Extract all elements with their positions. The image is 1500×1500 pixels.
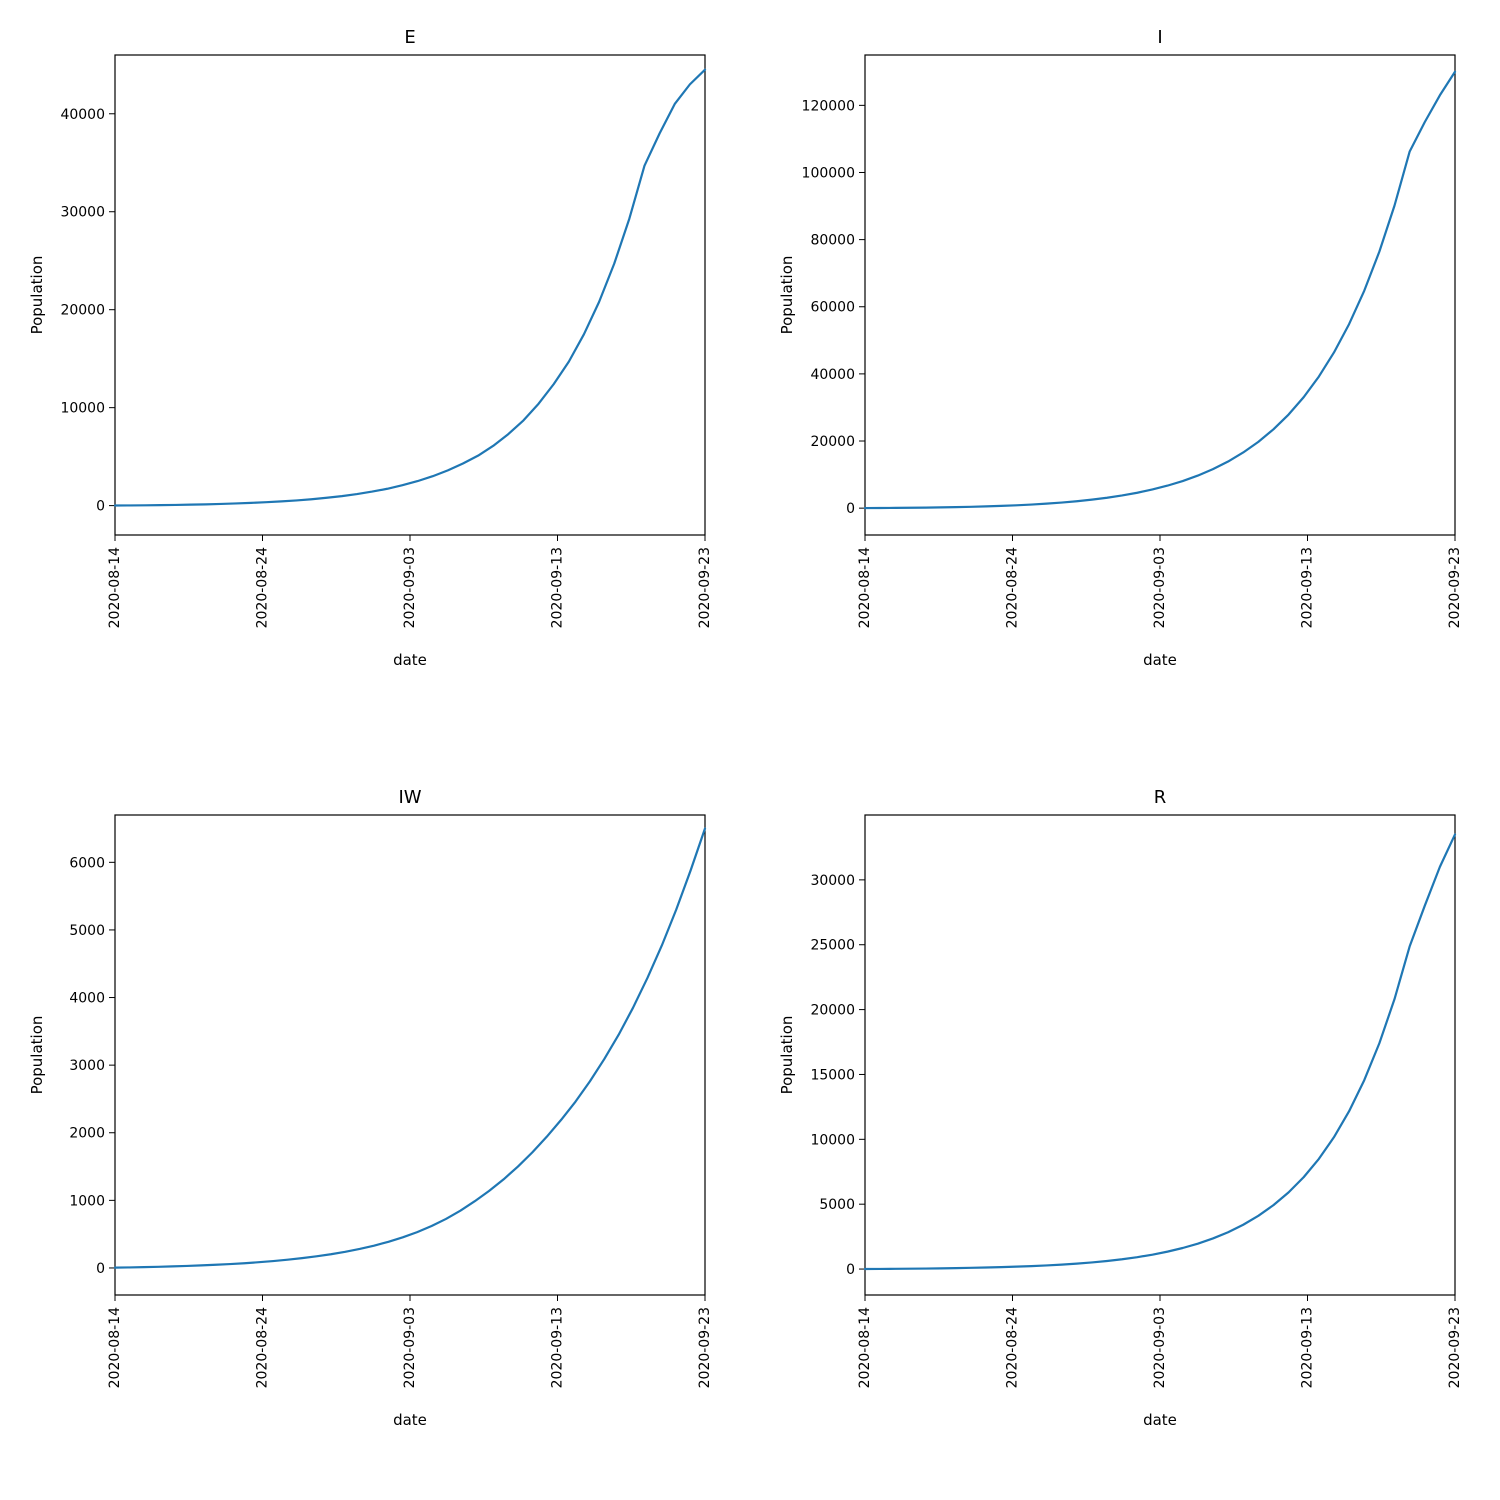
- y-tick-label: 0: [846, 501, 855, 517]
- panel: I 0 20000 40000 60000 80000 100000 120000 Popula…: [770, 20, 1480, 720]
- y-tick-label: 6000: [69, 855, 105, 871]
- x-tick-label: 2020-08-14: [107, 547, 123, 628]
- panel: R 0 5000 10000 15000 20000 25000 30000 Populatio…: [770, 780, 1480, 1480]
- y-tick-label: 20000: [810, 434, 855, 450]
- x-tick-label: 2020-09-03: [402, 547, 418, 628]
- y-tick-label: 80000: [810, 233, 855, 249]
- data-line: [865, 72, 1455, 508]
- y-tick-label: 30000: [60, 205, 105, 221]
- y-axis-label: Population: [778, 256, 796, 335]
- y-tick-label: 20000: [60, 303, 105, 319]
- x-tick-label: 2020-09-23: [1447, 1307, 1463, 1388]
- x-tick-label: 2020-09-03: [1152, 1307, 1168, 1388]
- y-tick-label: 0: [846, 1262, 855, 1278]
- data-line: [865, 834, 1455, 1269]
- plot-border: [865, 815, 1455, 1295]
- panel: IW 0 1000 2000 3000 4000 5000 6000 Population 202…: [20, 780, 730, 1480]
- chart-title: E: [404, 27, 415, 48]
- y-tick-label: 5000: [819, 1197, 855, 1213]
- x-axis-label: date: [1143, 1411, 1177, 1429]
- x-tick-label: 2020-09-23: [1447, 547, 1463, 628]
- chart-panel: E 0 10000 20000 30000 40000 Population 2020-08-…: [20, 20, 720, 710]
- y-tick-label: 40000: [810, 367, 855, 383]
- x-tick-label: 2020-09-13: [1300, 547, 1316, 628]
- x-tick-label: 2020-09-03: [1152, 547, 1168, 628]
- plot-border: [115, 815, 705, 1295]
- x-tick-label: 2020-09-23: [697, 1307, 713, 1388]
- y-tick-label: 0: [96, 1261, 105, 1277]
- x-axis-label: date: [393, 651, 427, 669]
- y-tick-label: 0: [96, 499, 105, 515]
- x-tick-label: 2020-08-24: [1005, 1307, 1021, 1388]
- x-tick-label: 2020-08-14: [107, 1307, 123, 1388]
- data-line: [115, 70, 705, 506]
- y-tick-label: 25000: [810, 938, 855, 954]
- plot-border: [115, 55, 705, 535]
- chart-panel: R 0 5000 10000 15000 20000 25000 30000 Populatio…: [770, 780, 1470, 1470]
- y-tick-label: 10000: [810, 1132, 855, 1148]
- y-tick-label: 1000: [69, 1193, 105, 1209]
- x-tick-label: 2020-08-24: [255, 1307, 271, 1388]
- x-tick-label: 2020-08-14: [857, 1307, 873, 1388]
- y-tick-label: 4000: [69, 991, 105, 1007]
- y-tick-label: 60000: [810, 300, 855, 316]
- y-tick-label: 3000: [69, 1058, 105, 1074]
- chart-title: IW: [398, 787, 421, 808]
- y-tick-label: 2000: [69, 1126, 105, 1142]
- y-axis-label: Population: [778, 1016, 796, 1095]
- x-tick-label: 2020-09-13: [1300, 1307, 1316, 1388]
- chart-panel: I 0 20000 40000 60000 80000 100000 120000 Popula…: [770, 20, 1470, 710]
- x-tick-label: 2020-08-24: [255, 547, 271, 628]
- y-tick-label: 120000: [802, 98, 855, 114]
- data-line: [115, 829, 705, 1268]
- x-tick-label: 2020-08-14: [857, 547, 873, 628]
- chart-panel: IW 0 1000 2000 3000 4000 5000 6000 Population 202…: [20, 780, 720, 1470]
- y-tick-label: 15000: [810, 1067, 855, 1083]
- y-tick-label: 5000: [69, 923, 105, 939]
- x-axis-label: date: [1143, 651, 1177, 669]
- y-tick-label: 100000: [802, 165, 855, 181]
- y-tick-label: 40000: [60, 107, 105, 123]
- x-axis-label: date: [393, 1411, 427, 1429]
- y-axis-label: Population: [28, 1016, 46, 1095]
- x-tick-label: 2020-08-24: [1005, 547, 1021, 628]
- x-tick-label: 2020-09-03: [402, 1307, 418, 1388]
- y-tick-label: 30000: [810, 873, 855, 889]
- plot-border: [865, 55, 1455, 535]
- chart-title: R: [1154, 787, 1167, 808]
- y-tick-label: 20000: [810, 1003, 855, 1019]
- x-tick-label: 2020-09-13: [550, 1307, 566, 1388]
- x-tick-label: 2020-09-13: [550, 547, 566, 628]
- panel: E 0 10000 20000 30000 40000 Population 2020-08-…: [20, 20, 730, 720]
- chart-title: I: [1157, 27, 1162, 48]
- y-axis-label: Population: [28, 256, 46, 335]
- y-tick-label: 10000: [60, 401, 105, 417]
- x-tick-label: 2020-09-23: [697, 547, 713, 628]
